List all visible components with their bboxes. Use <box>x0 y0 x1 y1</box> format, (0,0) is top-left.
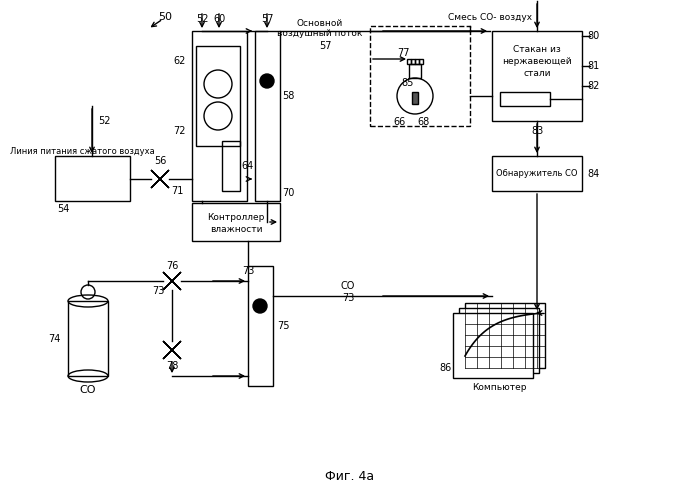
Bar <box>407 59 411 64</box>
Bar <box>192 203 280 241</box>
Text: Контроллер: Контроллер <box>207 212 265 222</box>
Text: нержавеющей: нержавеющей <box>502 57 572 65</box>
Text: Компьютер: Компьютер <box>472 383 526 392</box>
Text: 83: 83 <box>531 126 543 136</box>
Text: 73: 73 <box>241 266 254 276</box>
Text: 57: 57 <box>260 14 273 24</box>
Text: 81: 81 <box>588 61 600 71</box>
Text: 70: 70 <box>282 188 294 198</box>
Circle shape <box>260 74 274 88</box>
Bar <box>465 303 545 368</box>
Text: 85: 85 <box>401 78 414 88</box>
Bar <box>415 59 419 64</box>
Text: влажности: влажности <box>210 225 262 234</box>
Bar <box>492 156 582 191</box>
Text: 78: 78 <box>166 361 179 371</box>
Text: 80: 80 <box>588 31 600 41</box>
Text: 54: 54 <box>57 204 69 214</box>
Bar <box>68 301 108 376</box>
Text: 71: 71 <box>172 186 184 196</box>
Circle shape <box>253 299 267 313</box>
Text: Обнаружитель СО: Обнаружитель СО <box>496 170 578 179</box>
Text: Фиг. 4а: Фиг. 4а <box>326 470 374 483</box>
Bar <box>192 31 247 201</box>
Text: 56: 56 <box>154 156 166 166</box>
Text: 73: 73 <box>342 293 354 303</box>
Text: 58: 58 <box>282 91 294 101</box>
Text: воздушный поток: воздушный поток <box>277 29 363 39</box>
Bar <box>492 31 582 121</box>
Bar <box>222 141 240 191</box>
Text: 75: 75 <box>276 321 289 331</box>
Text: 72: 72 <box>174 126 186 136</box>
Text: 77: 77 <box>397 48 410 58</box>
Text: 64: 64 <box>242 161 254 171</box>
Text: стали: стали <box>524 68 551 77</box>
Text: Стакан из: Стакан из <box>513 45 561 54</box>
Text: 52: 52 <box>98 116 111 126</box>
Bar <box>196 46 240 146</box>
Text: 60: 60 <box>213 14 225 24</box>
Text: 86: 86 <box>439 363 451 373</box>
Text: СО: СО <box>80 385 97 395</box>
Text: 57: 57 <box>318 41 331 51</box>
Text: СО: СО <box>341 281 355 291</box>
Text: Линия питания сжатого воздуха: Линия питания сжатого воздуха <box>10 146 155 156</box>
Text: 68: 68 <box>417 117 429 127</box>
Bar <box>412 92 418 104</box>
Text: 50: 50 <box>158 12 172 22</box>
Text: 74: 74 <box>48 334 60 344</box>
Text: 62: 62 <box>174 56 186 66</box>
Bar <box>248 266 273 386</box>
Text: 76: 76 <box>166 261 179 271</box>
Bar <box>419 59 423 64</box>
Text: 66: 66 <box>394 117 406 127</box>
Text: 52: 52 <box>196 14 209 24</box>
Text: 84: 84 <box>588 169 600 179</box>
Bar <box>453 313 533 378</box>
Text: 73: 73 <box>152 286 164 296</box>
Bar <box>55 156 130 201</box>
Text: 82: 82 <box>588 81 600 91</box>
Bar <box>255 31 280 201</box>
Bar <box>459 308 539 373</box>
Text: Основной: Основной <box>297 19 343 28</box>
Bar <box>500 92 550 106</box>
Text: Смесь СО- воздух: Смесь СО- воздух <box>448 12 532 21</box>
Bar <box>409 64 421 78</box>
Bar <box>411 59 415 64</box>
Bar <box>370 26 470 126</box>
